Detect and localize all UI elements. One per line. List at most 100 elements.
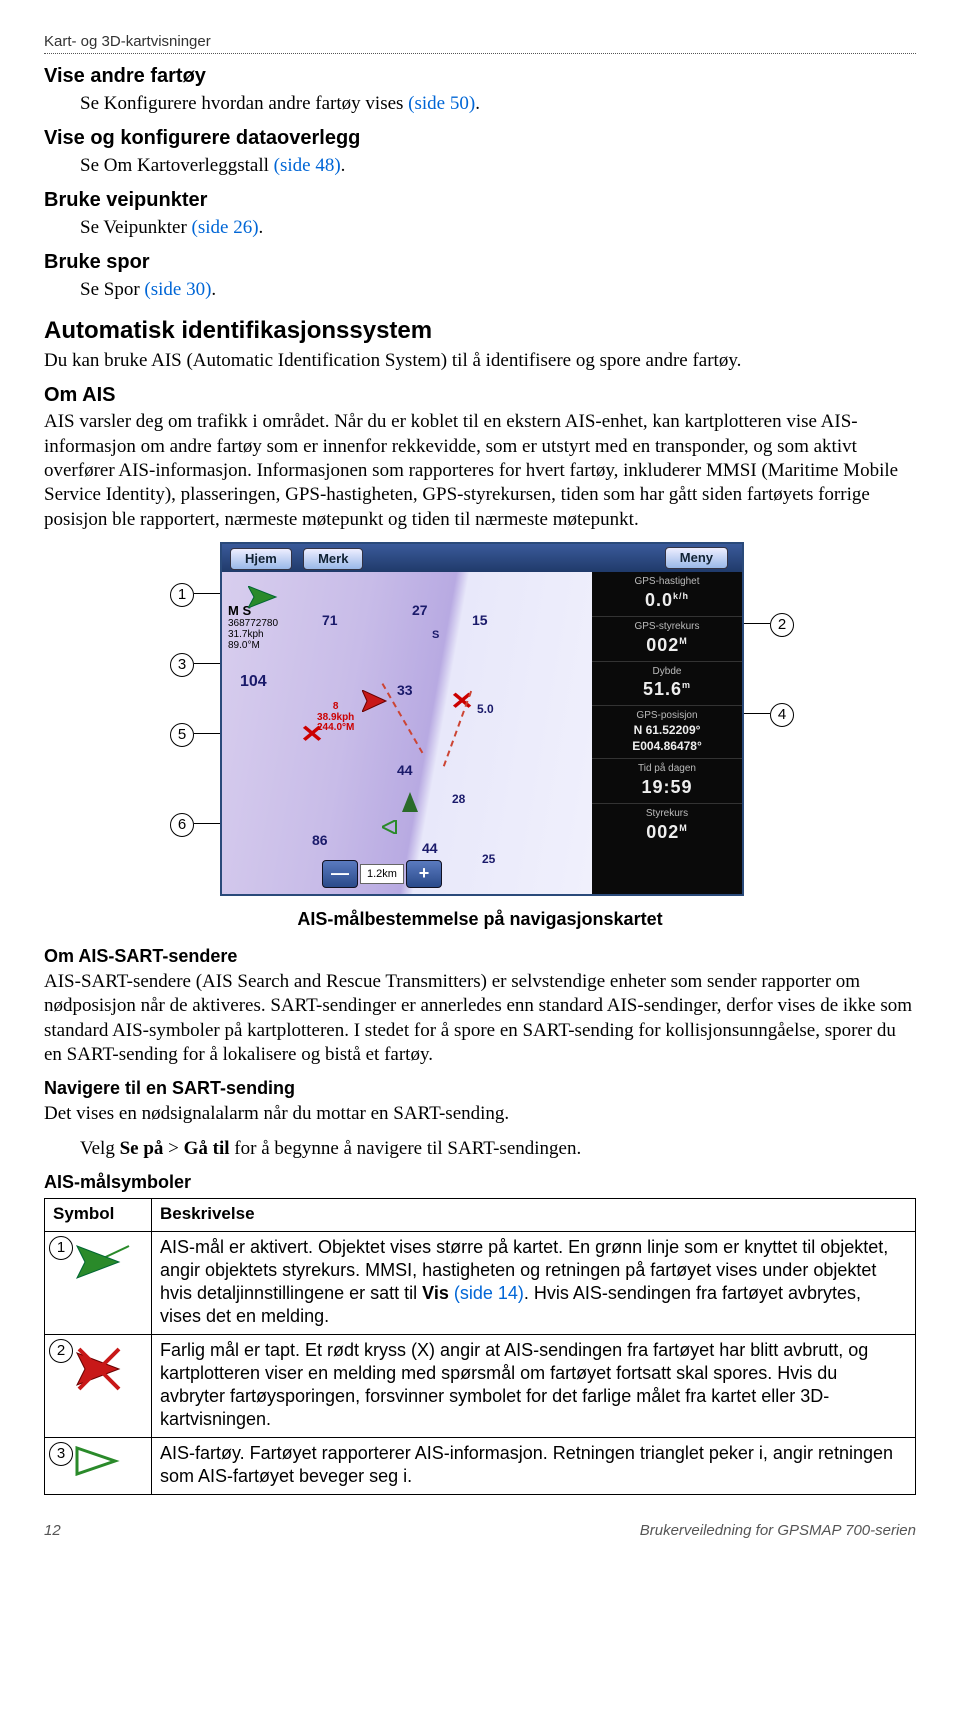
callout-1: 1 [170,583,194,607]
page-ref-link[interactable]: (side 30) [144,279,211,300]
page-footer: 12 Brukerveiledning for GPSMAP 700-serie… [44,1521,916,1540]
heading-sart: Om AIS-SART-sendere [44,945,916,968]
ais-activated-icon [248,586,278,608]
body-text: Se Konfigurere hvordan andre fartøy vise… [80,92,916,116]
text: . [211,279,216,300]
symbol-cell: 1 [45,1231,152,1334]
zoom-out-button[interactable]: — [322,860,358,888]
value: 002 [646,635,679,655]
section-title: Vise andre fartøy [44,64,916,90]
depth-label: S [432,628,439,642]
zoom-control: — 1.2km + [322,860,442,888]
body-text: AIS varsler deg om trafikk i området. Nå… [44,410,916,532]
col-description: Beskrivelse [152,1199,916,1232]
callout-6: 6 [170,813,194,837]
body-text: Se Spor (side 30). [80,278,916,302]
depth-label: 27 [412,602,428,620]
ais-lost-dangerous-symbol-icon [75,1343,131,1399]
map-figure: 1 3 5 6 2 4 Hjem Merk Meny M S 368772780… [100,542,860,902]
page-ref-link[interactable]: (side 26) [192,217,259,238]
time-block: Tid på dagen 19:59 [592,759,742,804]
text: Se Om Kartoverleggstall [80,155,274,176]
callout-4: 4 [770,703,794,727]
section-title: Bruke veipunkter [44,188,916,214]
text: . [475,93,480,114]
page-header: Kart- og 3D-kartvisninger [44,32,916,51]
table-header-row: Symbol Beskrivelse [45,1199,916,1232]
label: Tid på dagen [598,763,736,776]
chartplotter-screenshot: Hjem Merk Meny M S 368772780 31.7kph 89.… [220,542,744,896]
page-ref-link[interactable]: (side 50) [408,93,475,114]
text: Se Konfigurere hvordan andre fartøy vise… [80,93,408,114]
table-row: 1 AIS-mål er aktivert. Objektet vises st… [45,1231,916,1334]
callout-5: 5 [170,723,194,747]
callout-3: 3 [170,653,194,677]
page-ref-link[interactable]: (side 14) [449,1283,524,1303]
text: 8 [317,702,354,713]
depth-label: 71 [322,612,338,630]
depth-label: 25 [482,852,495,867]
text: Se Spor [80,279,144,300]
label: GPS-hastighet [598,576,736,589]
table-row: 3 AIS-fartøy. Fartøyet rapporterer AIS-i… [45,1438,916,1495]
ais-target-info: M S 368772780 31.7kph 89.0°M [228,604,278,651]
description-cell: Farlig mål er tapt. Et rødt kryss (X) an… [152,1334,916,1437]
value: E004.86478° [598,739,736,754]
row-number: 3 [49,1442,73,1466]
text: Vis [422,1283,449,1303]
heading-om-ais: Om AIS [44,383,916,409]
depth-label: 5.0 [477,702,494,717]
page-ref-link[interactable]: (side 48) [274,155,341,176]
own-vessel-icon [402,792,418,812]
text: 368772780 [228,618,278,629]
depth-label: 44 [397,762,413,780]
depth-label: 28 [452,792,465,807]
text: Se på [120,1138,164,1159]
section-title: Vise og konfigurere dataoverlegg [44,126,916,152]
unit: k/h [673,591,689,601]
body-text: Det vises en nødsignalalarm når du motta… [44,1102,916,1126]
depth-label: 33 [397,682,413,700]
nav-step: Velg Se på > Gå til for å begynne å navi… [80,1137,916,1161]
symbol-cell: 2 [45,1334,152,1437]
header-rule [44,53,916,54]
course-block: Styrekurs 002M [592,804,742,848]
symbol-cell: 3 [45,1438,152,1495]
depth-label: 44 [422,840,438,858]
table-row: 2 Farlig mål er tapt. Et rødt kryss (X) … [45,1334,916,1437]
zoom-scale-label: 1.2km [360,864,404,884]
value: 19:59 [598,776,736,799]
description-cell: AIS-mål er aktivert. Objektet vises stør… [152,1231,916,1334]
col-symbol: Symbol [45,1199,152,1232]
ais-vessel-symbol-icon [75,1446,121,1476]
body-text: Se Veipunkter (side 26). [80,216,916,240]
label: Dybde [598,666,736,679]
label: GPS-posisjon [598,710,736,723]
mark-button[interactable]: Merk [303,548,363,571]
ais-activated-symbol-icon [75,1240,131,1284]
depth-label: 104 [240,672,267,692]
zoom-in-button[interactable]: + [406,860,442,888]
home-button[interactable]: Hjem [230,548,292,571]
depth-block: Dybde 51.6m [592,662,742,707]
ais-dangerous-icon [362,690,388,712]
unit: m [682,680,691,690]
value: 51.6 [643,679,682,699]
value: 0.0 [645,590,673,610]
value: 002 [646,822,679,842]
book-title: Brukerveiledning for GPSMAP 700-serien [640,1521,916,1540]
body-text: Du kan bruke AIS (Automatic Identificati… [44,349,916,373]
text: for å begynne å navigere til SART-sendin… [230,1138,582,1159]
text: Se Veipunkter [80,217,192,238]
body-text: Se Om Kartoverleggstall (side 48). [80,154,916,178]
text: 89.0°M [228,640,278,651]
row-number: 2 [49,1339,73,1363]
figure-caption: AIS-målbestemmelse på navigasjonskartet [44,908,916,931]
unit: M [679,636,688,646]
chart-area[interactable]: M S 368772780 31.7kph 89.0°M 104 71 27 1… [222,572,592,894]
data-sidebar: GPS-hastighet 0.0k/h GPS-styrekurs 002M … [592,572,742,894]
menu-button[interactable]: Meny [665,547,728,570]
text: . [259,217,264,238]
value: N 61.52209° [598,723,736,738]
map-topbar: Hjem Merk Meny [222,544,742,572]
